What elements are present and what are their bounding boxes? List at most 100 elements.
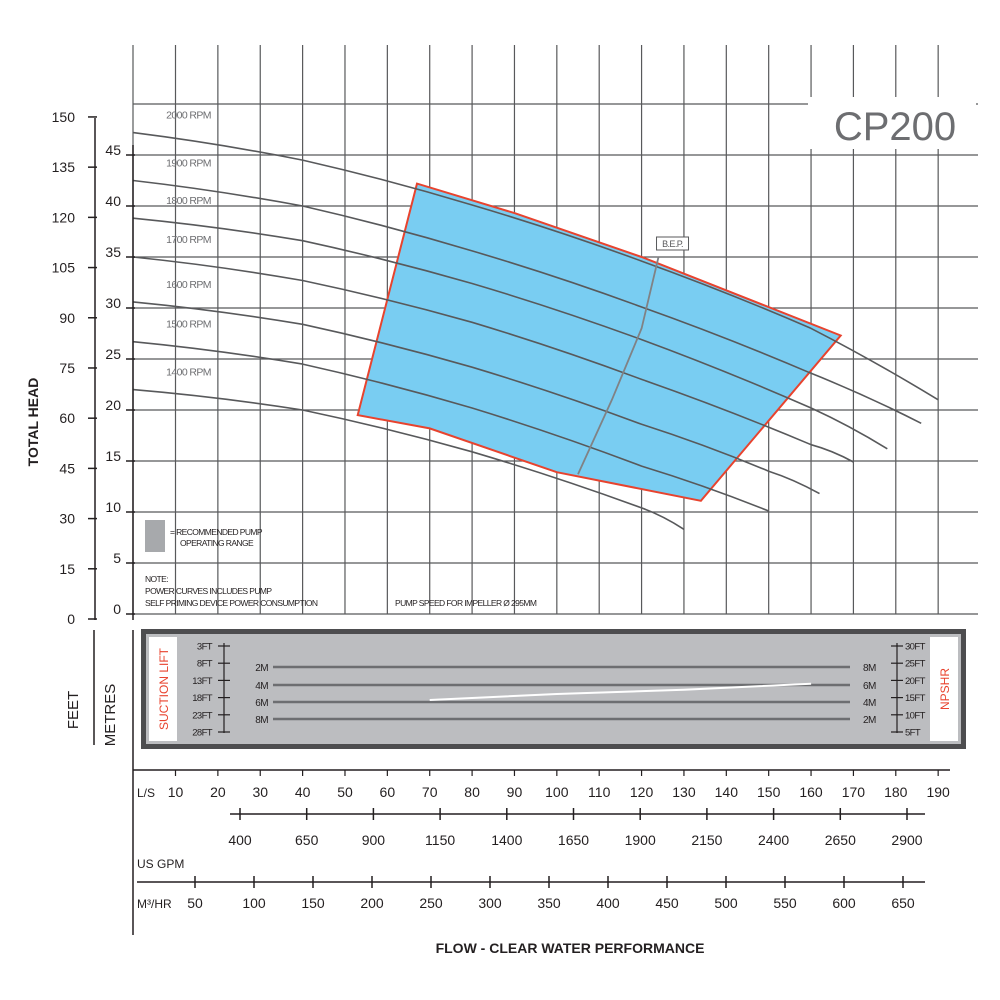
- feet-tick-label: 30: [59, 511, 75, 527]
- m3hr-tick-label: 550: [773, 895, 797, 911]
- bep-label: B.E.P.: [662, 239, 683, 249]
- legend-line-2: OPERATING RANGE: [180, 538, 254, 548]
- ls-tick-label: 180: [884, 784, 908, 800]
- feet-label: FEET: [65, 691, 82, 729]
- suction-panel-scales: 3FT 8FT 13FT 18FT 23FT 28FT 30FT 25FT 20FT 15FT 10…: [192, 642, 926, 739]
- gpm-tick-label: 1150: [425, 832, 455, 848]
- feet-tick-label: 105: [52, 260, 76, 276]
- suction-ft-label: 3FT: [197, 642, 213, 653]
- npshr-ft-label: 25FT: [905, 659, 926, 670]
- rpm-curve-label: 1500 RPM: [166, 319, 211, 331]
- ls-tick-label: 20: [210, 784, 226, 800]
- metres-ticks: 45 40 35 30 25 20 15 10 5 0: [105, 142, 135, 617]
- model-title-box: [808, 97, 976, 149]
- bep-label-box: [656, 236, 690, 251]
- m3hr-tick-label: 200: [360, 895, 384, 911]
- m3hr-tick-label: 650: [891, 895, 915, 911]
- gpm-label: US GPM: [137, 857, 184, 871]
- flow-title: FLOW - CLEAR WATER PERFORMANCE: [436, 940, 705, 956]
- ls-tick-label: 50: [337, 784, 353, 800]
- rpm-curve-label: 1600 RPM: [166, 279, 211, 291]
- feet-tick-label: 0: [67, 611, 75, 627]
- npshr-m-label: 8M: [863, 663, 876, 674]
- suction-m-label: 4M: [255, 681, 268, 692]
- ls-tick-label: 100: [545, 784, 569, 800]
- metres-tick-label: 25: [105, 346, 121, 362]
- suction-panel-body: [146, 634, 961, 744]
- legend-swatch: [145, 520, 165, 552]
- rpm-curve: [133, 388, 685, 530]
- gpm-tick-label: 650: [295, 832, 319, 848]
- npshr-ft-label: 10FT: [905, 710, 926, 721]
- total-head-label: TOTAL HEAD: [25, 378, 41, 467]
- npshr-ft-label: 5FT: [905, 728, 921, 739]
- npshr-title: NPSHR: [938, 668, 952, 710]
- npshr-curve: [429, 682, 812, 701]
- metres-tick-label: 40: [105, 193, 121, 209]
- npshr-ft-label: 15FT: [905, 693, 926, 704]
- gpm-tick-label: 2650: [825, 832, 856, 848]
- suction-ft-label: 13FT: [192, 676, 213, 687]
- ls-tick-label: 80: [464, 784, 480, 800]
- gpm-tick-label: 2400: [758, 832, 789, 848]
- npshr-ft-label: 20FT: [905, 676, 926, 687]
- model-title: CP200: [834, 105, 956, 149]
- suction-m-label: 2M: [255, 663, 268, 674]
- metres-tick-label: 20: [105, 397, 121, 413]
- rpm-curve-label: 1900 RPM: [166, 158, 211, 170]
- feet-tick-label: 135: [52, 159, 76, 175]
- rpm-curve: [133, 217, 888, 450]
- rpm-curve: [133, 179, 922, 425]
- m3hr-tick-label: 500: [714, 895, 738, 911]
- ls-tick-label: 190: [926, 784, 950, 800]
- feet-tick-label: 90: [59, 310, 75, 326]
- suction-lift-title: SUCTION LIFT: [157, 647, 171, 730]
- npshr-ft-label: 30FT: [905, 642, 926, 653]
- ls-tick-label: 60: [380, 784, 396, 800]
- ls-tick-label: 170: [842, 784, 866, 800]
- ls-tick-label: 150: [757, 784, 781, 800]
- m3hr-label: M³/HR: [137, 897, 172, 911]
- ls-tick-label: 130: [672, 784, 696, 800]
- operating-range: [356, 182, 843, 502]
- metres-tick-label: 30: [105, 295, 121, 311]
- npshr-m-label: 2M: [863, 715, 876, 726]
- ls-tick-label: 10: [168, 784, 184, 800]
- bep-curve: B.E.P.: [577, 236, 690, 475]
- ls-tick-label: 120: [630, 784, 654, 800]
- gpm-tick-label: 1900: [625, 832, 656, 848]
- rpm-curve-label: 2000 RPM: [166, 110, 211, 122]
- suction-lift-title-box: [149, 637, 177, 741]
- note-line-4: PUMP SPEED FOR IMPELLER Ø 295MM: [395, 598, 537, 608]
- ls-tick-label: 160: [799, 784, 823, 800]
- m3hr-tick-label: 100: [242, 895, 266, 911]
- gpm-tick-label: 1650: [558, 832, 589, 848]
- rpm-curves: 2000 RPM 1900 RPM 1800 RPM 1700 RPM 1600 RPM…: [132, 110, 939, 530]
- rpm-curve: [132, 131, 939, 401]
- rpm-curve-label: 1800 RPM: [166, 195, 211, 207]
- feet-tick-label: 15: [59, 561, 75, 577]
- feet-tick-label: 150: [52, 109, 76, 125]
- m3hr-tick-label: 450: [655, 895, 679, 911]
- m3hr-tick-label: 350: [537, 895, 561, 911]
- note-line-3: SELF PRIMING DEVICE POWER CONSUMPTION: [145, 598, 318, 608]
- note-line-2: POWER CURVES INCLUDES PUMP: [145, 586, 272, 596]
- m3hr-tick-label: 250: [419, 895, 443, 911]
- gpm-tick-label: 900: [362, 832, 386, 848]
- metres-tick-label: 10: [105, 499, 121, 515]
- ls-tick-label: 110: [588, 784, 611, 800]
- gpm-tick-label: 1400: [491, 832, 522, 848]
- bep-line: [577, 256, 660, 475]
- rpm-curve-label: 1400 RPM: [166, 367, 211, 379]
- gpm-tick-label: 2900: [891, 832, 922, 848]
- ls-tick-label: 70: [422, 784, 438, 800]
- feet-tick-label: 75: [59, 360, 75, 376]
- suction-m-label: 6M: [255, 698, 268, 709]
- gpm-ticks: 400 650 900 1150 1400 1650 1900 2150 2400 2650 290…: [228, 808, 923, 848]
- metres-label: METRES: [102, 684, 119, 747]
- suction-ft-label: 23FT: [192, 710, 213, 721]
- gpm-tick-label: 400: [228, 832, 252, 848]
- metres-tick-label: 45: [105, 142, 121, 158]
- feet-tick-label: 120: [52, 209, 76, 225]
